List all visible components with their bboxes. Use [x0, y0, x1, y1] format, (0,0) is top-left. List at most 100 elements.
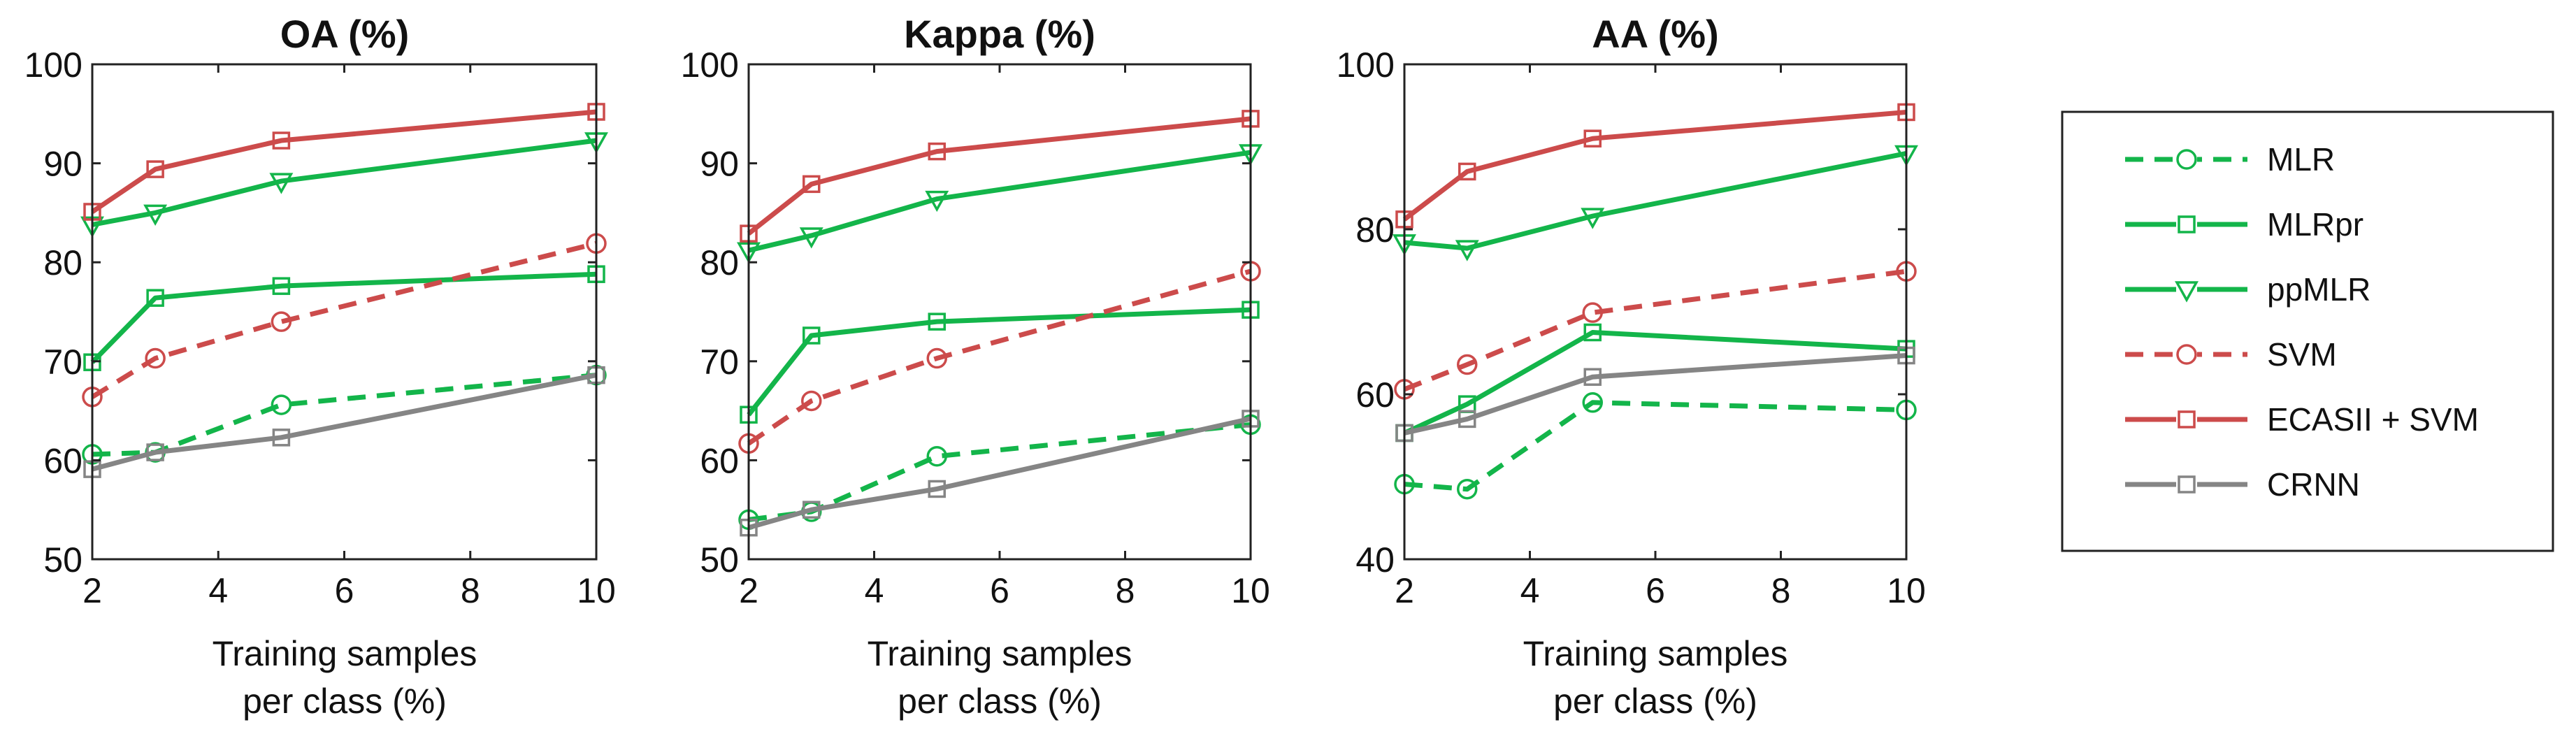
data-point-mlrpr [803, 326, 821, 345]
series-line-svm [747, 268, 1251, 446]
legend-item-ppmlr: ppMLR [2125, 271, 2370, 308]
data-point-svm [145, 347, 166, 369]
x-axis-label-line1: Training samples [868, 634, 1132, 673]
legend-item-crnn: CRNN [2125, 466, 2360, 503]
x-tick-label: 6 [1646, 571, 1665, 610]
plot-area-box [91, 63, 598, 561]
x-tick-label: 8 [1771, 571, 1791, 610]
data-point-ppmlr [925, 190, 949, 213]
legend-marker [2176, 344, 2197, 365]
y-tick-label: 60 [43, 441, 82, 480]
x-tick-label: 4 [208, 571, 228, 610]
legend-box [2061, 110, 2554, 552]
y-tick-label: 100 [24, 45, 82, 85]
data-point-ppmlr [1581, 208, 1605, 229]
x-tick-label: 8 [1116, 571, 1135, 610]
x-tick-label: 4 [865, 571, 884, 610]
series-line-mlr [1404, 400, 1907, 492]
x-tick-label: 8 [461, 571, 480, 610]
x-tick-label: 2 [1395, 571, 1414, 610]
y-tick-label: 70 [43, 343, 82, 382]
y-tick-label: 80 [700, 243, 739, 282]
series-line-ecasii-svm [1402, 109, 1907, 222]
series-line-mlrpr [90, 271, 597, 364]
data-point-crnn [928, 480, 946, 498]
x-tick-label: 2 [82, 571, 102, 610]
data-point-ecasii-svm [803, 175, 821, 194]
series-line-ppmlr [1404, 151, 1907, 251]
legend-label: MLR [2267, 141, 2335, 178]
series-svm [1394, 261, 1917, 400]
legend-label: ECASII + SVM [2267, 401, 2479, 438]
legend-label: CRNN [2267, 466, 2360, 503]
data-point-ecasii-svm [146, 160, 164, 178]
data-point-mlr [926, 445, 947, 467]
legend-label: ppMLR [2267, 271, 2370, 308]
chart-title: OA (%) [280, 12, 410, 56]
data-point-mlrpr [928, 312, 946, 331]
legend-item-mlrpr: MLRpr [2125, 206, 2363, 243]
data-point-ecasii-svm [1583, 129, 1602, 148]
data-point-svm [926, 347, 947, 369]
y-tick-label: 100 [1337, 45, 1395, 85]
data-point-mlr [1582, 392, 1603, 413]
data-point-svm [1457, 354, 1478, 375]
data-point-crnn [146, 443, 164, 461]
x-axis-label-line2: per class (%) [1553, 682, 1757, 721]
x-axis-label-line2: per class (%) [243, 682, 447, 721]
data-point-ecasii-svm [928, 142, 946, 161]
data-point-svm [801, 390, 822, 412]
legend-item-svm: SVM [2125, 336, 2337, 373]
data-point-crnn [1583, 368, 1602, 386]
data-point-mlrpr [146, 289, 164, 307]
data-point-mlr [1457, 478, 1478, 500]
legend-item-ecasii-svm: ECASII + SVM [2125, 401, 2479, 438]
series-line-crnn [92, 373, 597, 472]
chart-panel-oa: OA (%) 2 4 6 8 10 50 60 70 80 90 100 Training samp… [24, 12, 616, 721]
y-tick-label: 80 [43, 243, 82, 282]
series-svm [738, 261, 1261, 454]
series-line-svm [1403, 268, 1907, 392]
data-point-ppmlr [269, 173, 294, 194]
chart-panel-kappa: Kappa (%) 2 4 6 8 10 50 60 70 80 90 100 Training s… [681, 12, 1270, 721]
series-mlr [1394, 392, 1917, 500]
data-point-svm [1582, 302, 1603, 323]
data-point-mlrpr [1583, 323, 1602, 342]
y-tick-label: 60 [1355, 375, 1395, 415]
x-axis-label-line2: per class (%) [898, 682, 1102, 721]
series-mlr [82, 364, 607, 465]
chart-title: AA (%) [1592, 12, 1718, 56]
x-tick-label: 6 [990, 571, 1009, 610]
data-point-crnn [272, 429, 291, 447]
data-point-ecasii-svm [1458, 162, 1476, 181]
legend-item-mlr: MLR [2125, 141, 2335, 178]
series-line-ppmlr [748, 150, 1251, 253]
series-line-mlr [748, 422, 1251, 522]
y-tick-label: 70 [700, 343, 739, 382]
y-tick-label: 50 [43, 540, 82, 580]
legend-marker-backing [2176, 344, 2197, 365]
data-point-mlrpr [272, 277, 291, 295]
y-tick-label: 80 [1355, 210, 1395, 250]
x-tick-label: 10 [1887, 571, 1926, 610]
legend-marker [2175, 281, 2199, 303]
legend-marker [2176, 149, 2197, 170]
y-tick-label: 90 [43, 145, 82, 184]
series-line-crnn [1404, 353, 1907, 436]
legend-marker-backing [2176, 149, 2197, 170]
series-line-mlrpr [747, 307, 1251, 417]
legend-label: MLRpr [2267, 206, 2363, 243]
legend-label: SVM [2267, 336, 2337, 373]
legend-marker [2178, 410, 2196, 429]
legend-marker [2178, 475, 2196, 494]
legend: MLR MLRpr ppMLR SVM ECASII + SVM CRNN [2061, 110, 2554, 552]
data-point-crnn [803, 501, 821, 519]
x-tick-label: 2 [739, 571, 758, 610]
y-tick-label: 90 [700, 145, 739, 184]
x-axis-label-line1: Training samples [1523, 634, 1788, 673]
data-point-ppmlr [1455, 240, 1479, 261]
y-tick-label: 60 [700, 441, 739, 480]
series-ecasii-svm [740, 110, 1260, 243]
y-tick-label: 40 [1355, 540, 1395, 580]
